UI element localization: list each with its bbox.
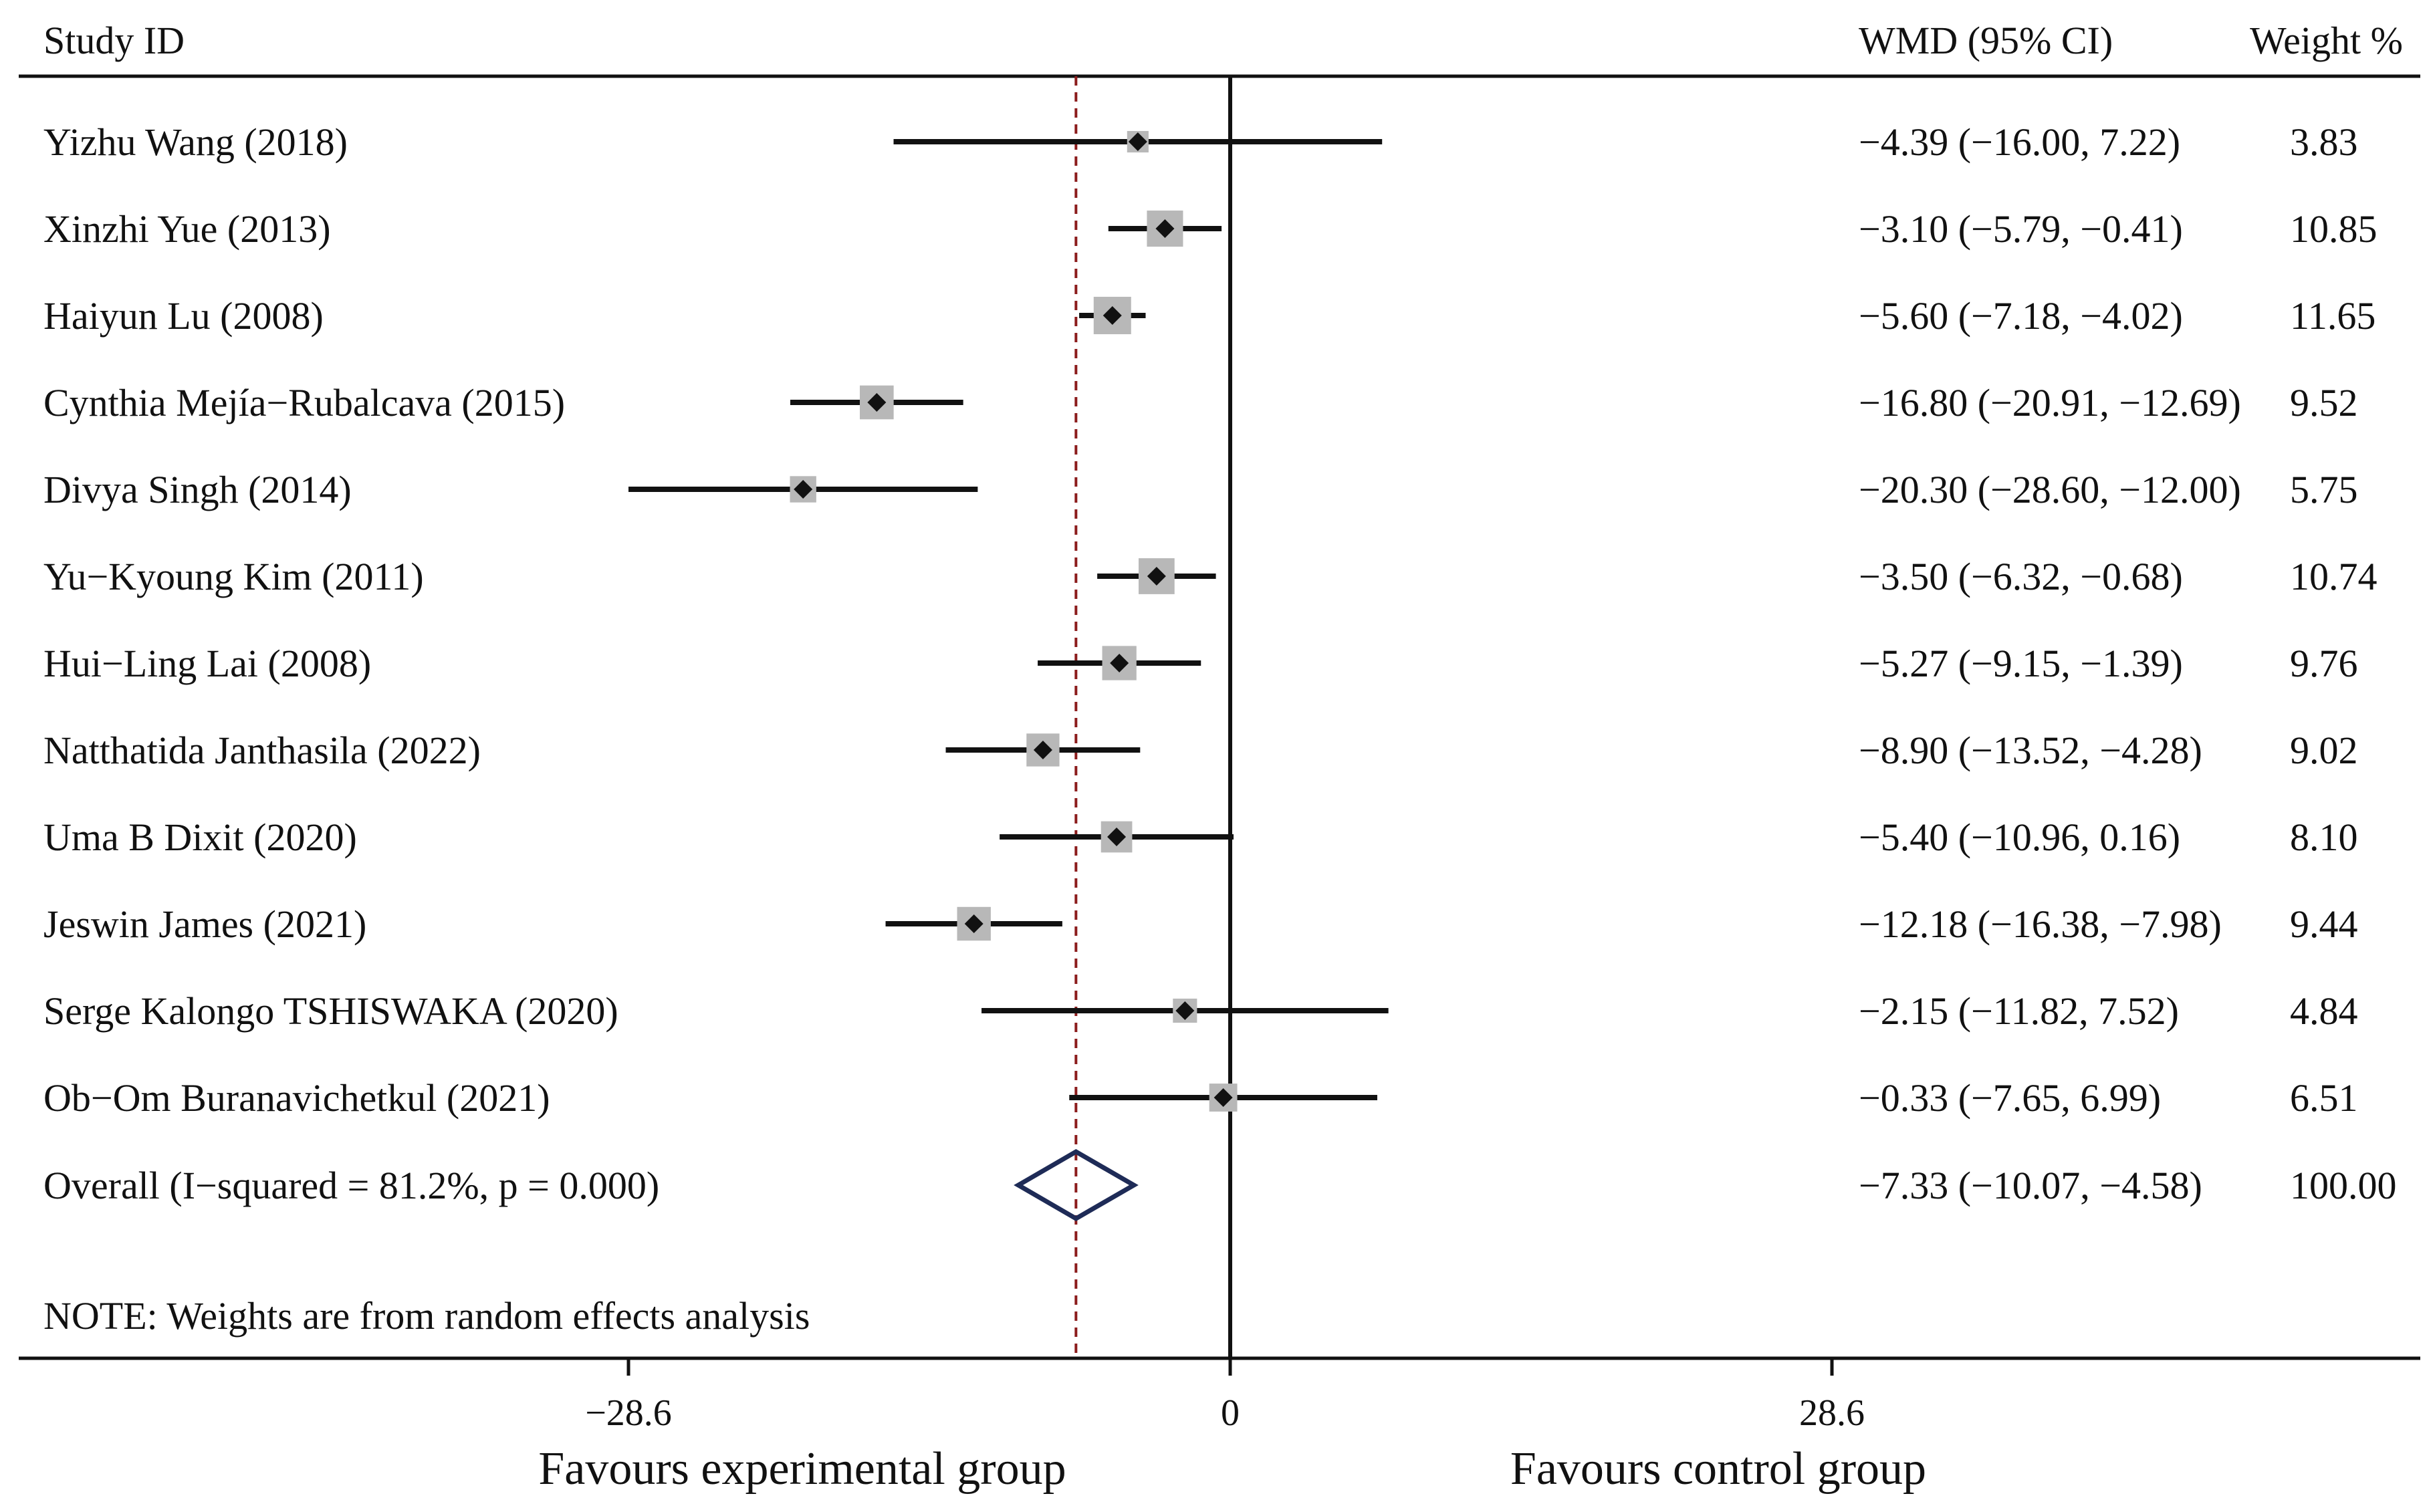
- study-label: Natthatida Janthasila (2022): [43, 729, 481, 772]
- ci-text: −12.18 (−16.38, −7.98): [1859, 902, 2222, 946]
- weight-text: 5.75: [2290, 468, 2358, 511]
- favours-experimental-label: Favours experimental group: [538, 1443, 1066, 1495]
- x-tick-label: −28.6: [585, 1392, 672, 1434]
- point-estimate-marker: [964, 914, 983, 933]
- ci-text: −4.39 (−16.00, 7.22): [1859, 120, 2180, 164]
- header-wmd-ci: WMD (95% CI): [1859, 19, 2113, 62]
- study-label: Ob−Om Buranavichetkul (2021): [43, 1076, 550, 1120]
- study-label: Cynthia Mejía−Rubalcava (2015): [43, 381, 565, 424]
- weights-note: NOTE: Weights are from random effects an…: [43, 1294, 810, 1338]
- weight-text: 9.02: [2290, 729, 2358, 772]
- ci-text: −5.27 (−9.15, −1.39): [1859, 642, 2183, 685]
- weight-text: 9.76: [2290, 642, 2358, 685]
- ci-text: −8.90 (−13.52, −4.28): [1859, 729, 2202, 772]
- study-label: Uma B Dixit (2020): [43, 815, 357, 859]
- x-tick-label: 0: [1221, 1392, 1240, 1434]
- weight-text: 9.52: [2290, 381, 2358, 424]
- weight-text: 3.83: [2290, 120, 2358, 164]
- overall-label: Overall (I−squared = 81.2%, p = 0.000): [43, 1164, 659, 1207]
- study-row: Ob−Om Buranavichetkul (2021) −0.33 (−7.65…: [43, 1076, 2358, 1120]
- study-row: Uma B Dixit (2020) −5.40 (−10.96, 0.16) 8.…: [43, 815, 2358, 859]
- weight-text: 10.74: [2290, 555, 2378, 598]
- weight-text: 11.65: [2290, 294, 2376, 338]
- point-estimate-marker: [1147, 567, 1166, 586]
- study-row: Yu−Kyoung Kim (2011) −3.50 (−6.32, −0.68)…: [43, 555, 2378, 598]
- study-label: Jeswin James (2021): [43, 902, 366, 946]
- study-row: Haiyun Lu (2008) −5.60 (−7.18, −4.02) 11.6…: [43, 294, 2376, 338]
- point-estimate-marker: [1103, 306, 1122, 325]
- point-estimate-marker: [794, 480, 813, 499]
- weight-text: 6.51: [2290, 1076, 2358, 1120]
- weight-text: 10.85: [2290, 207, 2378, 251]
- header-study-id: Study ID: [43, 19, 185, 62]
- study-label: Yu−Kyoung Kim (2011): [43, 555, 424, 598]
- overall-diamond: [1014, 1148, 1139, 1222]
- ci-text: −5.40 (−10.96, 0.16): [1859, 815, 2180, 859]
- point-estimate-marker: [1175, 1001, 1195, 1020]
- ci-text: −16.80 (−20.91, −12.69): [1859, 381, 2241, 424]
- ci-text: −5.60 (−7.18, −4.02): [1859, 294, 2183, 338]
- study-row: Jeswin James (2021) −12.18 (−16.38, −7.98…: [43, 902, 2358, 946]
- point-estimate-marker: [1110, 654, 1129, 672]
- point-estimate-marker: [1128, 132, 1147, 151]
- study-row: Hui−Ling Lai (2008) −5.27 (−9.15, −1.39) 9…: [43, 642, 2358, 685]
- point-estimate-marker: [1155, 219, 1175, 238]
- study-row: Yizhu Wang (2018) −4.39 (−16.00, 7.22) 3.8…: [43, 120, 2358, 164]
- study-row: Natthatida Janthasila (2022) −8.90 (−13.5…: [43, 729, 2358, 772]
- study-label: Haiyun Lu (2008): [43, 294, 324, 338]
- ci-text: −3.10 (−5.79, −0.41): [1859, 207, 2183, 251]
- study-label: Hui−Ling Lai (2008): [43, 642, 371, 685]
- study-label: Serge Kalongo TSHISWAKA (2020): [43, 989, 618, 1033]
- study-label: Yizhu Wang (2018): [43, 120, 348, 164]
- favours-control-label: Favours control group: [1510, 1443, 1926, 1495]
- ci-text: −2.15 (−11.82, 7.52): [1859, 989, 2179, 1033]
- point-estimate-marker: [1213, 1088, 1233, 1107]
- weight-text: 4.84: [2290, 989, 2358, 1033]
- study-row: Cynthia Mejía−Rubalcava (2015) −16.80 (−2…: [43, 381, 2358, 424]
- study-row: Xinzhi Yue (2013) −3.10 (−5.79, −0.41) 10.…: [43, 207, 2378, 251]
- study-row: Serge Kalongo TSHISWAKA (2020) −2.15 (−11…: [43, 989, 2358, 1033]
- weight-text: 8.10: [2290, 815, 2358, 859]
- overall-ci-text: −7.33 (−10.07, −4.58): [1859, 1164, 2202, 1207]
- ci-text: −20.30 (−28.60, −12.00): [1859, 468, 2241, 511]
- point-estimate-marker: [867, 393, 887, 412]
- study-row: Divya Singh (2014) −20.30 (−28.60, −12.00…: [43, 468, 2358, 511]
- ci-text: −3.50 (−6.32, −0.68): [1859, 555, 2183, 598]
- point-estimate-marker: [1107, 828, 1127, 846]
- weight-text: 9.44: [2290, 902, 2358, 946]
- header-weight: Weight %: [2250, 19, 2403, 62]
- study-label: Xinzhi Yue (2013): [43, 207, 331, 251]
- x-tick-label: 28.6: [1799, 1392, 1865, 1434]
- overall-weight-text: 100.00: [2290, 1164, 2397, 1207]
- point-estimate-marker: [1033, 741, 1052, 759]
- study-label: Divya Singh (2014): [43, 468, 352, 511]
- ci-text: −0.33 (−7.65, 6.99): [1859, 1076, 2161, 1120]
